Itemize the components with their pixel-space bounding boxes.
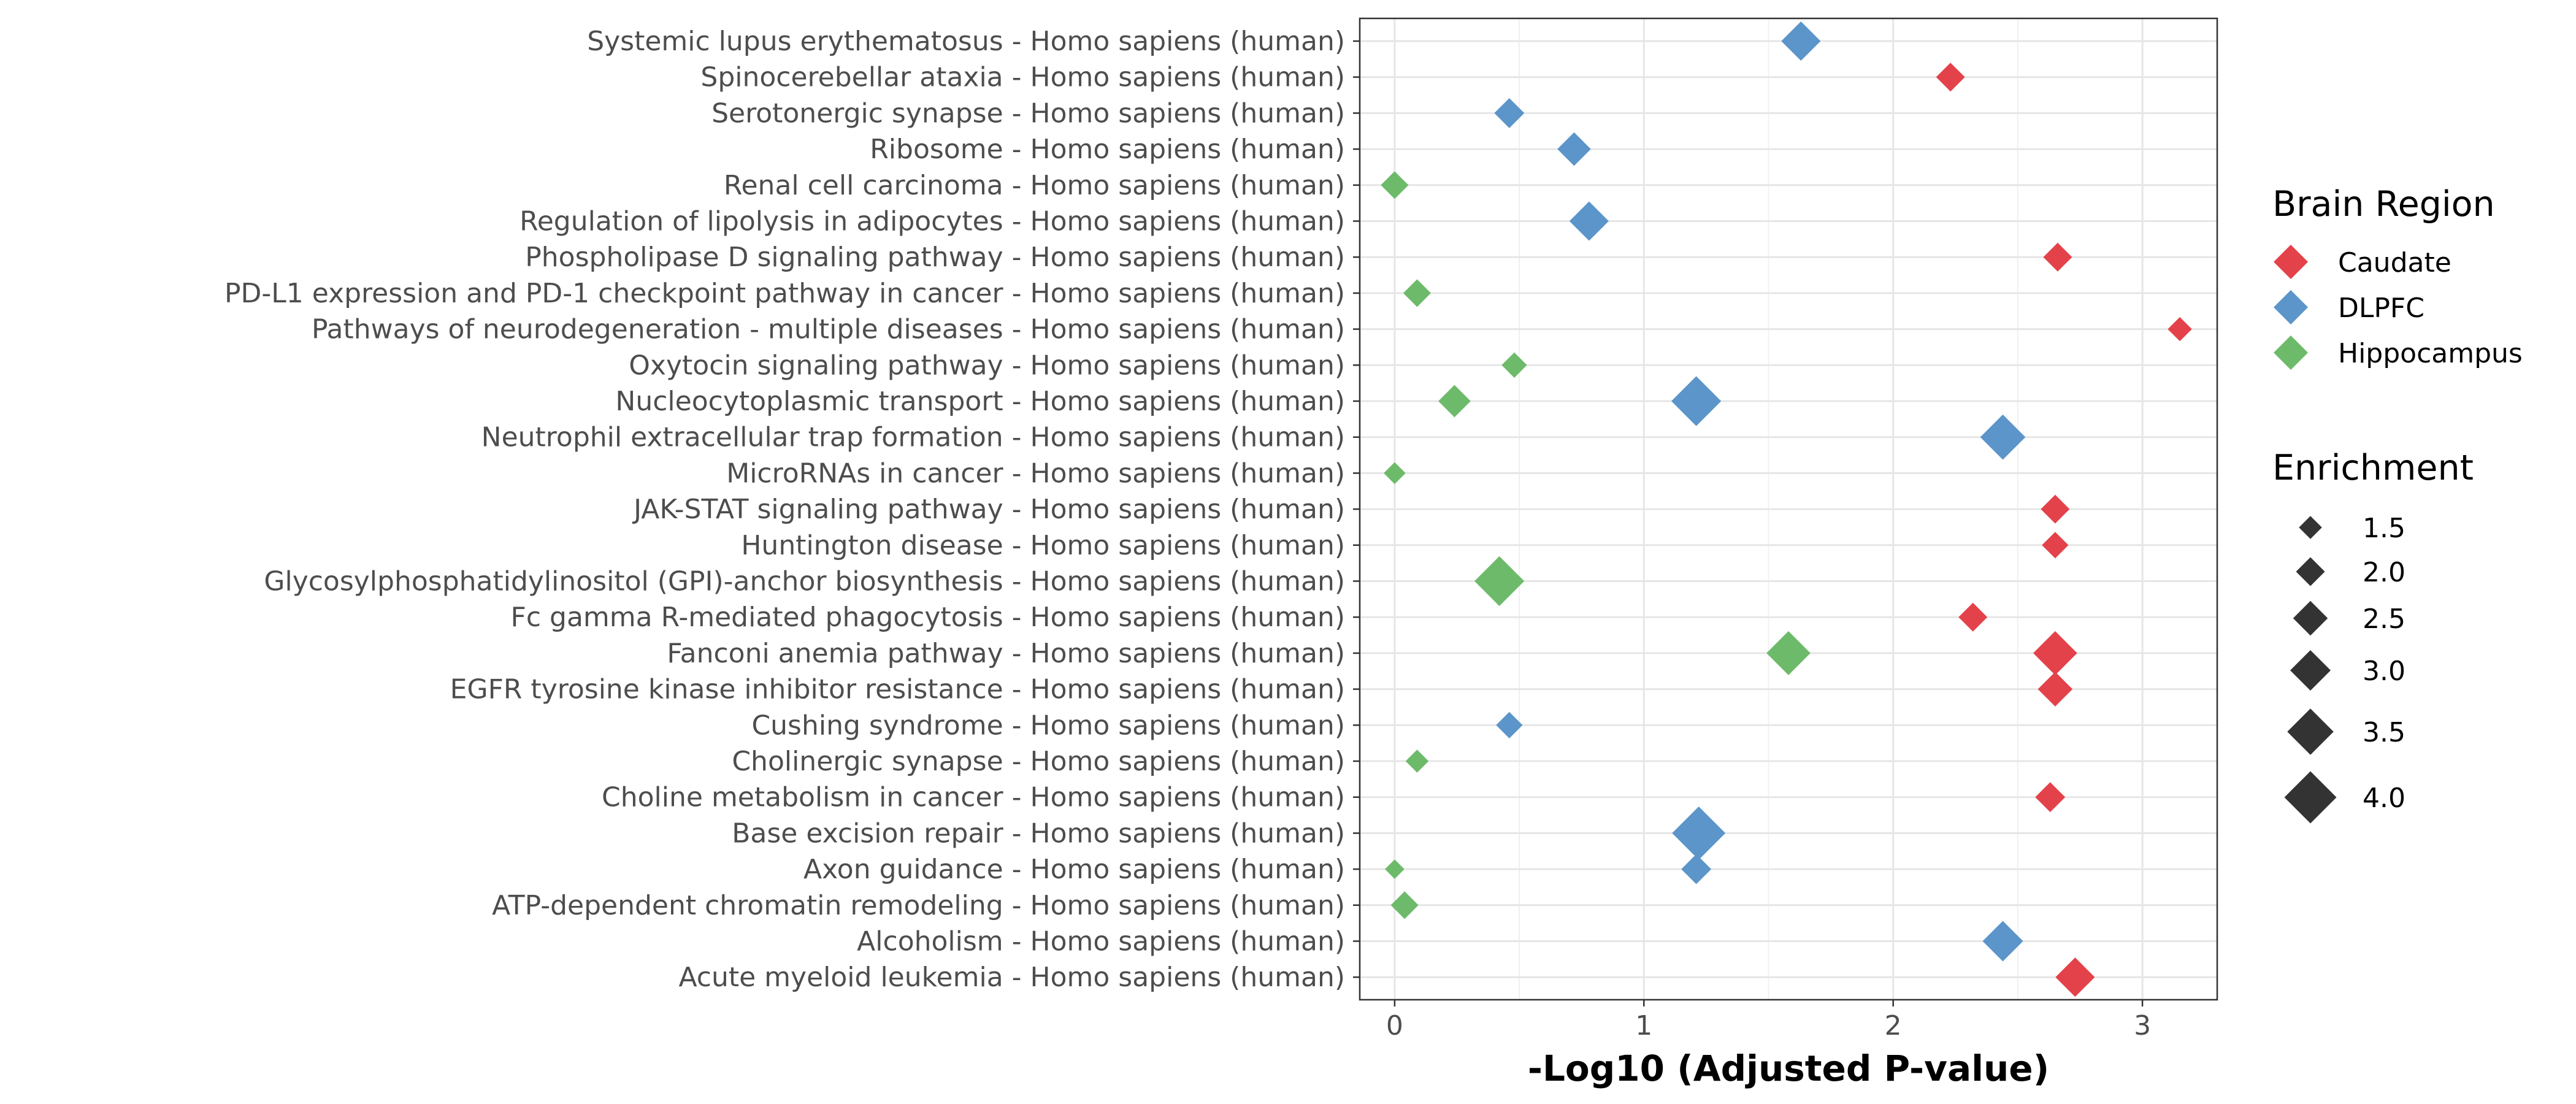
category-label: Fanconi anemia pathway - Homo sapiens (h… — [667, 638, 1345, 669]
point-dlpfc — [1980, 414, 2026, 460]
category-labels: Systemic lupus erythematosus - Homo sapi… — [224, 26, 1345, 993]
category-label: Glycosylphosphatidylinositol (GPI)-ancho… — [264, 566, 1345, 597]
size-legend-key — [2293, 600, 2328, 636]
point-caudate — [2035, 782, 2066, 813]
point-hippocampus — [1474, 556, 1525, 607]
category-label: Neutrophil extracellular trap formation … — [481, 422, 1345, 453]
point-caudate — [2033, 631, 2077, 675]
size-legend-key — [2296, 557, 2325, 586]
legend-label-dlpfc: DLPFC — [2338, 293, 2425, 324]
point-dlpfc — [1496, 711, 1523, 738]
category-label: Oxytocin signaling pathway - Homo sapien… — [629, 350, 1345, 381]
point-hippocampus — [1384, 859, 1405, 879]
point-dlpfc — [1569, 201, 1609, 241]
point-hippocampus — [1405, 749, 1429, 773]
size-legend-key — [2290, 650, 2331, 691]
point-caudate — [2168, 316, 2192, 342]
category-label: Base excision repair - Homo sapiens (hum… — [732, 818, 1345, 849]
legend: Brain Region Caudate DLPFC Hippocampus Enr… — [2272, 184, 2523, 824]
category-label: Fc gamma R-mediated phagocytosis - Homo … — [511, 602, 1345, 633]
category-label: Serotonergic synapse - Homo sapiens (hum… — [711, 98, 1345, 129]
category-label: ATP-dependent chromatin remodeling - Hom… — [492, 890, 1345, 921]
point-caudate — [1936, 63, 1965, 92]
x-tick-label: 1 — [1635, 1010, 1652, 1041]
size-legend-key — [2299, 516, 2322, 539]
category-label: Huntington disease - Homo sapiens (human… — [741, 530, 1345, 561]
category-label: Alcoholism - Homo sapiens (human) — [857, 926, 1345, 957]
legend-label-hippocampus: Hippocampus — [2338, 338, 2523, 369]
point-hippocampus — [1381, 171, 1409, 199]
category-label: Cushing syndrome - Homo sapiens (human) — [751, 710, 1345, 741]
category-label: EGFR tyrosine kinase inhibitor resistanc… — [450, 674, 1345, 705]
point-dlpfc — [1781, 21, 1821, 61]
color-legend-title: Brain Region — [2272, 184, 2495, 224]
x-axis-title: -Log10 (Adjusted P-value) — [1528, 1048, 2049, 1089]
point-dlpfc — [1681, 854, 1712, 884]
category-label: MicroRNAs in cancer - Homo sapiens (huma… — [726, 458, 1345, 489]
point-hippocampus — [1403, 279, 1432, 307]
x-axis-ticks: 0 1 2 3 — [1353, 40, 2151, 1041]
category-label: Spinocerebellar ataxia - Homo sapiens (h… — [700, 62, 1345, 93]
size-legend-label: 2.5 — [2363, 604, 2405, 635]
category-label: Choline metabolism in cancer - Homo sapi… — [602, 782, 1345, 813]
category-label: Ribosome - Homo sapiens (human) — [870, 134, 1345, 165]
point-hippocampus — [1501, 352, 1527, 378]
point-caudate — [2041, 494, 2070, 524]
x-tick-label: 0 — [1386, 1010, 1403, 1041]
size-legend-label: 3.5 — [2363, 717, 2405, 748]
point-hippocampus — [1390, 891, 1419, 919]
category-label: Systemic lupus erythematosus - Homo sapi… — [587, 26, 1345, 57]
size-legend-title: Enrichment — [2272, 448, 2474, 488]
point-hippocampus — [1384, 462, 1406, 485]
category-label: Cholinergic synapse - Homo sapiens (huma… — [732, 746, 1345, 777]
point-caudate — [2042, 532, 2069, 559]
x-tick-label: 3 — [2134, 1010, 2151, 1041]
point-dlpfc — [1982, 921, 2023, 962]
point-dlpfc — [1672, 806, 1726, 860]
legend-key-caudate — [2274, 245, 2308, 279]
grid-layer — [1360, 18, 2217, 1000]
legend-label-caudate: Caudate — [2338, 247, 2451, 278]
point-caudate — [2037, 672, 2073, 707]
point-caudate — [1958, 602, 1988, 632]
size-legend-label: 1.5 — [2363, 513, 2405, 544]
size-legend-key — [2287, 708, 2334, 755]
point-caudate — [2043, 242, 2072, 272]
category-label: Axon guidance - Homo sapiens (human) — [803, 854, 1345, 885]
color-legend-items: Caudate DLPFC Hippocampus — [2274, 245, 2523, 370]
legend-key-hippocampus — [2274, 335, 2308, 370]
point-dlpfc — [1494, 98, 1525, 128]
x-tick-label: 2 — [1885, 1010, 1902, 1041]
legend-key-dlpfc — [2274, 290, 2308, 324]
category-label: Acute myeloid leukemia - Homo sapiens (h… — [678, 962, 1345, 993]
size-legend-label: 2.0 — [2363, 557, 2405, 588]
point-hippocampus — [1438, 385, 1471, 418]
category-label: Phospholipase D signaling pathway - Homo… — [525, 242, 1345, 273]
category-label: JAK-STAT signaling pathway - Homo sapien… — [632, 494, 1345, 525]
category-label: Regulation of lipolysis in adipocytes - … — [519, 206, 1345, 237]
category-label: PD-L1 expression and PD-1 checkpoint pat… — [224, 278, 1345, 309]
point-dlpfc — [1557, 132, 1591, 166]
point-caudate — [2055, 957, 2095, 997]
size-legend-label: 4.0 — [2363, 783, 2405, 814]
size-legend-items: 1.5 2.0 2.5 3.0 3.5 4.0 — [2284, 513, 2405, 824]
category-label: Pathways of neurodegeneration - multiple… — [312, 314, 1345, 345]
plot-border — [1359, 17, 2218, 1001]
data-points — [1381, 21, 2192, 997]
category-label: Nucleocytoplasmic transport - Homo sapie… — [615, 386, 1345, 417]
size-legend-label: 3.0 — [2363, 656, 2405, 687]
category-label: Renal cell carcinoma - Homo sapiens (hum… — [724, 170, 1345, 201]
size-legend-key — [2284, 771, 2337, 824]
point-hippocampus — [1766, 631, 1811, 675]
point-dlpfc — [1671, 376, 1722, 426]
